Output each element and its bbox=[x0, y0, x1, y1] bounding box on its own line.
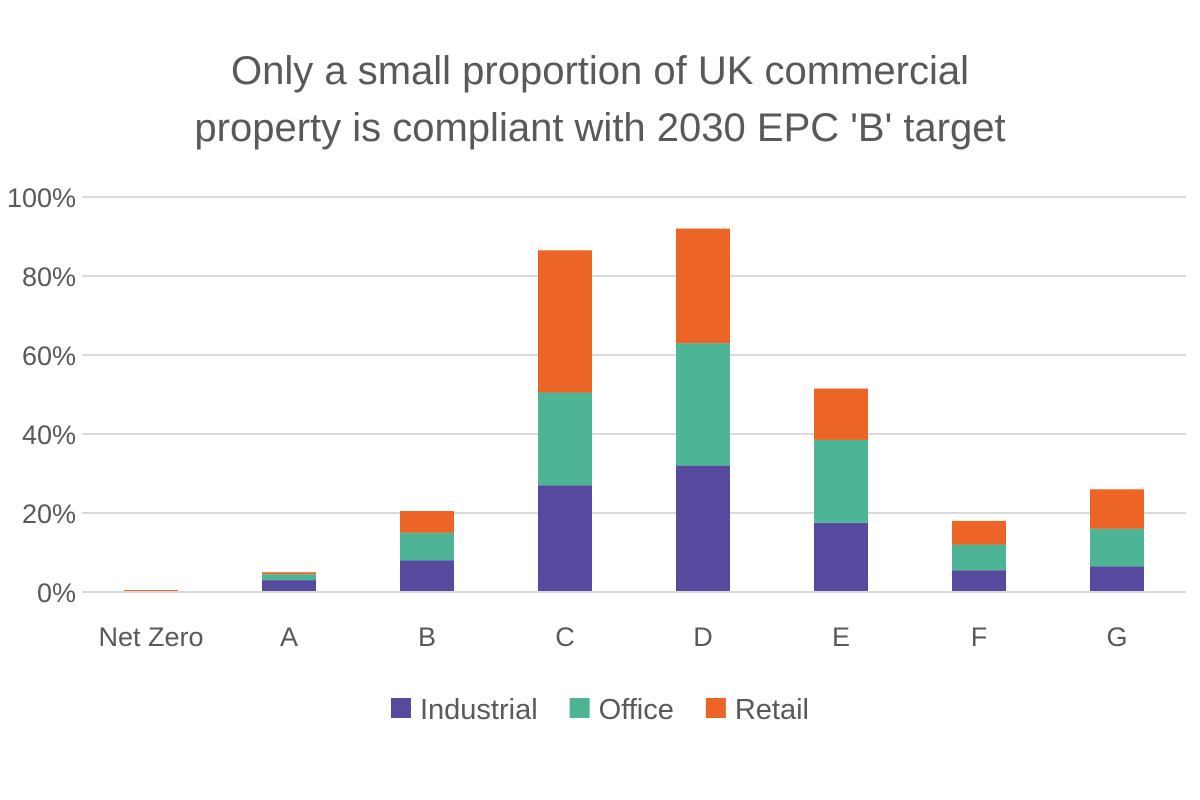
y-axis-ticks: 0% 20% 40% 60% 80% 100% bbox=[7, 183, 76, 608]
bars bbox=[124, 228, 1144, 592]
x-tick-label: A bbox=[280, 622, 298, 652]
bar-industrial-e bbox=[814, 522, 868, 592]
legend-item-retail: Retail bbox=[705, 694, 809, 726]
bar-office-d bbox=[676, 343, 730, 466]
y-tick-label: 20% bbox=[22, 499, 76, 529]
bar-retail-g bbox=[1090, 489, 1144, 529]
bar-industrial-f bbox=[952, 570, 1006, 592]
gridlines bbox=[82, 196, 1186, 514]
bar-retail-b bbox=[400, 511, 454, 533]
bar-office-b bbox=[400, 532, 454, 561]
bar-retail-a bbox=[262, 572, 316, 575]
x-tick-label: G bbox=[1106, 622, 1127, 652]
chart-title: Only a small proportion of UK commercial… bbox=[194, 49, 1005, 150]
y-tick-label: 40% bbox=[22, 420, 76, 450]
bar-office-e bbox=[814, 439, 868, 523]
legend-label: Industrial bbox=[420, 694, 538, 726]
y-tick-label: 80% bbox=[22, 262, 76, 292]
bar-office-c bbox=[538, 392, 592, 486]
bar-industrial-a bbox=[262, 580, 316, 592]
bar-industrial-d bbox=[676, 465, 730, 592]
bar-retail-f bbox=[952, 520, 1006, 545]
bar-retail-e bbox=[814, 388, 868, 440]
bar-office-f bbox=[952, 544, 1006, 571]
bar-industrial-b bbox=[400, 560, 454, 592]
legend-label: Office bbox=[599, 694, 674, 726]
x-tick-label: B bbox=[418, 622, 436, 652]
x-tick-label: Net Zero bbox=[98, 622, 203, 652]
x-tick-label: D bbox=[693, 622, 713, 652]
bar-industrial-g bbox=[1090, 566, 1144, 592]
bar-office-a bbox=[262, 574, 316, 581]
bar-office-g bbox=[1090, 528, 1144, 567]
bar-industrial-c bbox=[538, 485, 592, 592]
chart-title-line-2: property is compliant with 2030 EPC 'B' … bbox=[194, 106, 1005, 150]
y-tick-label: 60% bbox=[22, 341, 76, 371]
x-tick-label: F bbox=[971, 622, 988, 652]
legend-item-industrial: Industrial bbox=[390, 694, 538, 726]
legend: Industrial Office Retail bbox=[390, 694, 809, 726]
legend-swatch bbox=[705, 698, 726, 718]
legend-item-office: Office bbox=[569, 694, 674, 726]
legend-swatch bbox=[390, 698, 411, 718]
x-tick-label: C bbox=[555, 622, 575, 652]
y-tick-label: 0% bbox=[37, 578, 76, 608]
y-tick-label: 100% bbox=[7, 183, 76, 213]
chart-title-line-1: Only a small proportion of UK commercial bbox=[231, 49, 969, 93]
x-axis-ticks: Net Zero A B C D E F G bbox=[98, 622, 1127, 652]
legend-swatch bbox=[569, 698, 590, 718]
legend-label: Retail bbox=[735, 694, 809, 726]
bar-retail-d bbox=[676, 228, 730, 344]
bar-retail-c bbox=[538, 250, 592, 393]
x-tick-label: E bbox=[832, 622, 850, 652]
